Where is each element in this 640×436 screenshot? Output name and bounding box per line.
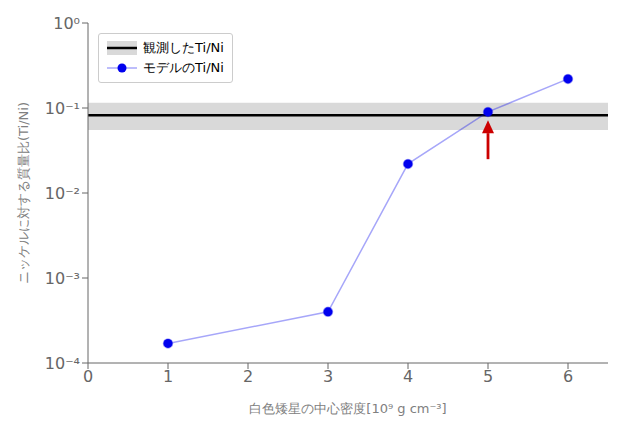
svg-text:10⁻⁴: 10⁻⁴ [45, 354, 80, 373]
svg-text:1: 1 [163, 367, 173, 386]
svg-text:10⁻²: 10⁻² [45, 184, 80, 203]
svg-text:6: 6 [563, 367, 573, 386]
svg-text:10⁻³: 10⁻³ [45, 269, 80, 288]
html-text:モデルのTi/Ni: モデルのTi/Ni [143, 60, 224, 75]
svg-text:3: 3 [323, 367, 333, 386]
svg-text:ニッケルに対する質量比(Ti/Ni): ニッケルに対する質量比(Ti/Ni) [16, 102, 31, 284]
svg-text:2: 2 [243, 367, 253, 386]
svg-text:10⁻¹: 10⁻¹ [45, 99, 80, 118]
svg-text:4: 4 [403, 367, 413, 386]
svg-text:5: 5 [483, 367, 493, 386]
svg-text:10⁰: 10⁰ [53, 14, 80, 33]
svg-text:0: 0 [83, 367, 93, 386]
svg-text:白色矮星の中心密度[10⁹ g cm⁻³]: 白色矮星の中心密度[10⁹ g cm⁻³] [249, 401, 446, 416]
html-text:観測したTi/Ni: 観測したTi/Ni [143, 40, 224, 55]
